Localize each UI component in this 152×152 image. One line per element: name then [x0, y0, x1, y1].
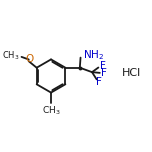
Text: CH$_3$: CH$_3$ — [42, 105, 60, 117]
Text: F: F — [100, 61, 105, 71]
Text: F: F — [96, 76, 102, 86]
Text: CH$_3$: CH$_3$ — [2, 49, 19, 62]
Text: F: F — [101, 68, 107, 78]
Text: HCl: HCl — [122, 68, 141, 78]
Text: NH$_2$: NH$_2$ — [83, 48, 105, 62]
Text: O: O — [25, 54, 33, 64]
